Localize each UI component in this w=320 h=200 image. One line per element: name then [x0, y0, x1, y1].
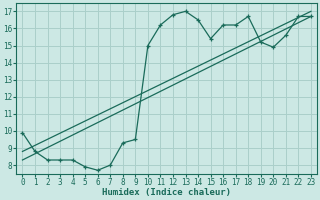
X-axis label: Humidex (Indice chaleur): Humidex (Indice chaleur) — [102, 188, 231, 197]
